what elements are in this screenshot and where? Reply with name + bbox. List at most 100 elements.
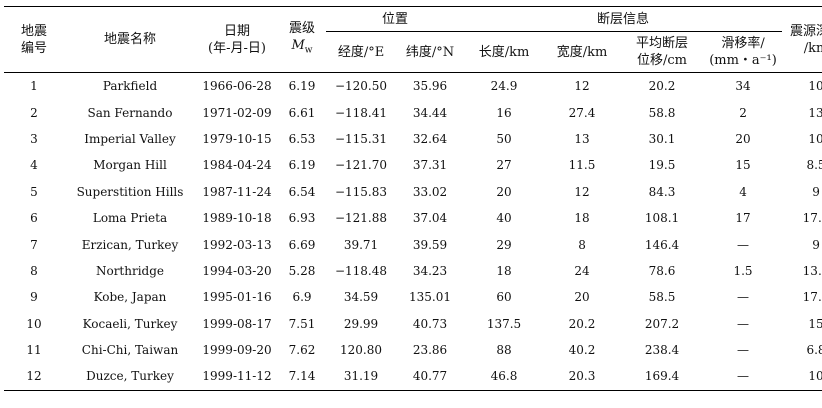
header-displacement: 平均断层 位移/cm — [620, 31, 705, 73]
cell-slip: 1.5 — [733, 263, 753, 278]
cell-length: 88 — [496, 343, 512, 358]
cell-slip: 34 — [735, 79, 751, 94]
cell-disp: 108.1 — [644, 211, 680, 226]
cell-mag: 6.61 — [288, 105, 316, 120]
cell-mag: 6.93 — [288, 211, 316, 226]
cell-depth: 13 — [808, 105, 822, 120]
cell-date: 1984-04-24 — [202, 158, 272, 173]
cell-length: 50 — [496, 131, 512, 146]
cell-name: Kobe, Japan — [93, 290, 167, 305]
cell-mag: 6.53 — [288, 131, 316, 146]
cell-no: 7 — [30, 237, 38, 252]
cell-width: 8 — [578, 237, 586, 252]
cell-date: 1979-10-15 — [202, 131, 272, 146]
cell-name: Northridge — [95, 263, 165, 278]
cell-width: 20.2 — [568, 316, 596, 331]
cell-date: 1994-03-20 — [202, 263, 272, 278]
cell-date: 1987-11-24 — [202, 184, 272, 199]
cell-lon: −121.88 — [334, 211, 388, 226]
cell-length: 27 — [496, 158, 512, 173]
cell-no: 10 — [26, 316, 42, 331]
cell-width: 20 — [574, 290, 590, 305]
cell-length: 60 — [496, 290, 512, 305]
cell-disp: 78.6 — [648, 263, 676, 278]
cell-length: 20 — [496, 184, 512, 199]
header-latitude: 纬度/°N — [396, 31, 465, 73]
cell-depth: 10 — [808, 131, 822, 146]
cell-disp: 207.2 — [644, 316, 680, 331]
cell-no: 3 — [30, 131, 38, 146]
cell-date: 1971-02-09 — [202, 105, 272, 120]
cell-disp: 19.5 — [648, 158, 676, 173]
cell-name: Imperial Valley — [84, 131, 176, 146]
cell-length: 46.8 — [464, 363, 545, 391]
cell-lon: 31.19 — [326, 363, 396, 391]
cell-width: 13 — [574, 131, 590, 146]
header-longitude: 经度/°E — [326, 31, 396, 73]
cell-name: Duzce, Turkey — [64, 363, 196, 391]
cell-mag: 6.19 — [288, 158, 316, 173]
header-width: 宽度/km — [544, 31, 621, 73]
cell-disp: 58.8 — [648, 105, 676, 120]
cell-width: 20.3 — [544, 363, 621, 391]
table-row: 4 Morgan Hill 1984-04-24 6.19 −121.70 37.31 27… — [4, 152, 822, 178]
table-row: 8 Northridge 1994-03-20 5.28 −118.48 34.23 18 2… — [4, 258, 822, 284]
cell-slip: — — [737, 237, 750, 252]
header-name: 地震名称 — [64, 6, 196, 73]
cell-no: 2 — [30, 105, 38, 120]
cell-lon: 29.99 — [343, 316, 379, 331]
cell-width: 27.4 — [568, 105, 596, 120]
cell-mag: 7.51 — [288, 316, 316, 331]
cell-lon: −120.50 — [334, 79, 388, 94]
cell-lat: 34.44 — [412, 105, 448, 120]
cell-slip: 15 — [735, 158, 751, 173]
cell-slip: 20 — [735, 131, 751, 146]
cell-lat: 40.77 — [396, 363, 465, 391]
table-row: 2 San Fernando 1971-02-09 6.61 −118.41 34.44 1… — [4, 99, 822, 125]
cell-lon: 120.80 — [340, 343, 382, 358]
cell-no: 11 — [26, 343, 42, 358]
cell-lat: 40.73 — [412, 316, 448, 331]
header-depth: 震源深度 /km — [782, 6, 822, 73]
cell-depth: 8.5 — [806, 158, 822, 173]
cell-length: 40 — [496, 211, 512, 226]
table-row: 12 Duzce, Turkey 1999-11-12 7.14 31.19 40.77 4… — [4, 363, 822, 391]
cell-no: 12 — [4, 363, 64, 391]
cell-depth: 10 — [808, 79, 822, 94]
cell-width: 11.5 — [568, 158, 596, 173]
cell-disp: 84.3 — [648, 184, 676, 199]
cell-date: 1989-10-18 — [202, 211, 272, 226]
table-row: 3 Imperial Valley 1979-10-15 6.53 −115.31 32.… — [4, 126, 822, 152]
cell-date: 1995-01-16 — [202, 290, 272, 305]
cell-depth: 9 — [812, 184, 820, 199]
header-position: 位置 — [326, 6, 465, 32]
header-slip-rate: 滑移率/(mm・a⁻¹) — [704, 31, 783, 73]
cell-mag: 6.54 — [288, 184, 316, 199]
cell-slip: — — [737, 290, 750, 305]
cell-date: 1992-03-13 — [202, 237, 272, 252]
cell-disp: 20.2 — [648, 79, 676, 94]
cell-depth: 13.1 — [802, 263, 822, 278]
cell-name: Superstition Hills — [76, 184, 184, 199]
header-magnitude: 震级 Mw — [278, 6, 326, 73]
cell-width: 18 — [574, 211, 590, 226]
cell-lon: 39.71 — [343, 237, 379, 252]
cell-lat: 23.86 — [412, 343, 448, 358]
cell-mag: 7.14 — [278, 363, 326, 391]
cell-length: 137.5 — [486, 316, 522, 331]
cell-disp: 169.4 — [620, 363, 705, 391]
cell-disp: 58.5 — [648, 290, 676, 305]
cell-no: 1 — [30, 79, 38, 94]
cell-name: Loma Prieta — [92, 211, 168, 226]
cell-slip: 2 — [739, 105, 747, 120]
table-row: 10 Kocaeli, Turkey 1999-08-17 7.51 29.99 40.7… — [4, 311, 822, 337]
cell-depth: 9 — [812, 237, 820, 252]
cell-no: 8 — [30, 263, 38, 278]
cell-lon: −118.41 — [334, 105, 388, 120]
cell-date: 1966-06-28 — [202, 79, 272, 94]
cell-slip: — — [737, 316, 750, 331]
cell-lat: 37.31 — [412, 158, 448, 173]
cell-depth: 15 — [808, 316, 822, 331]
cell-lon: −121.70 — [334, 158, 388, 173]
cell-lon: −118.48 — [334, 263, 388, 278]
